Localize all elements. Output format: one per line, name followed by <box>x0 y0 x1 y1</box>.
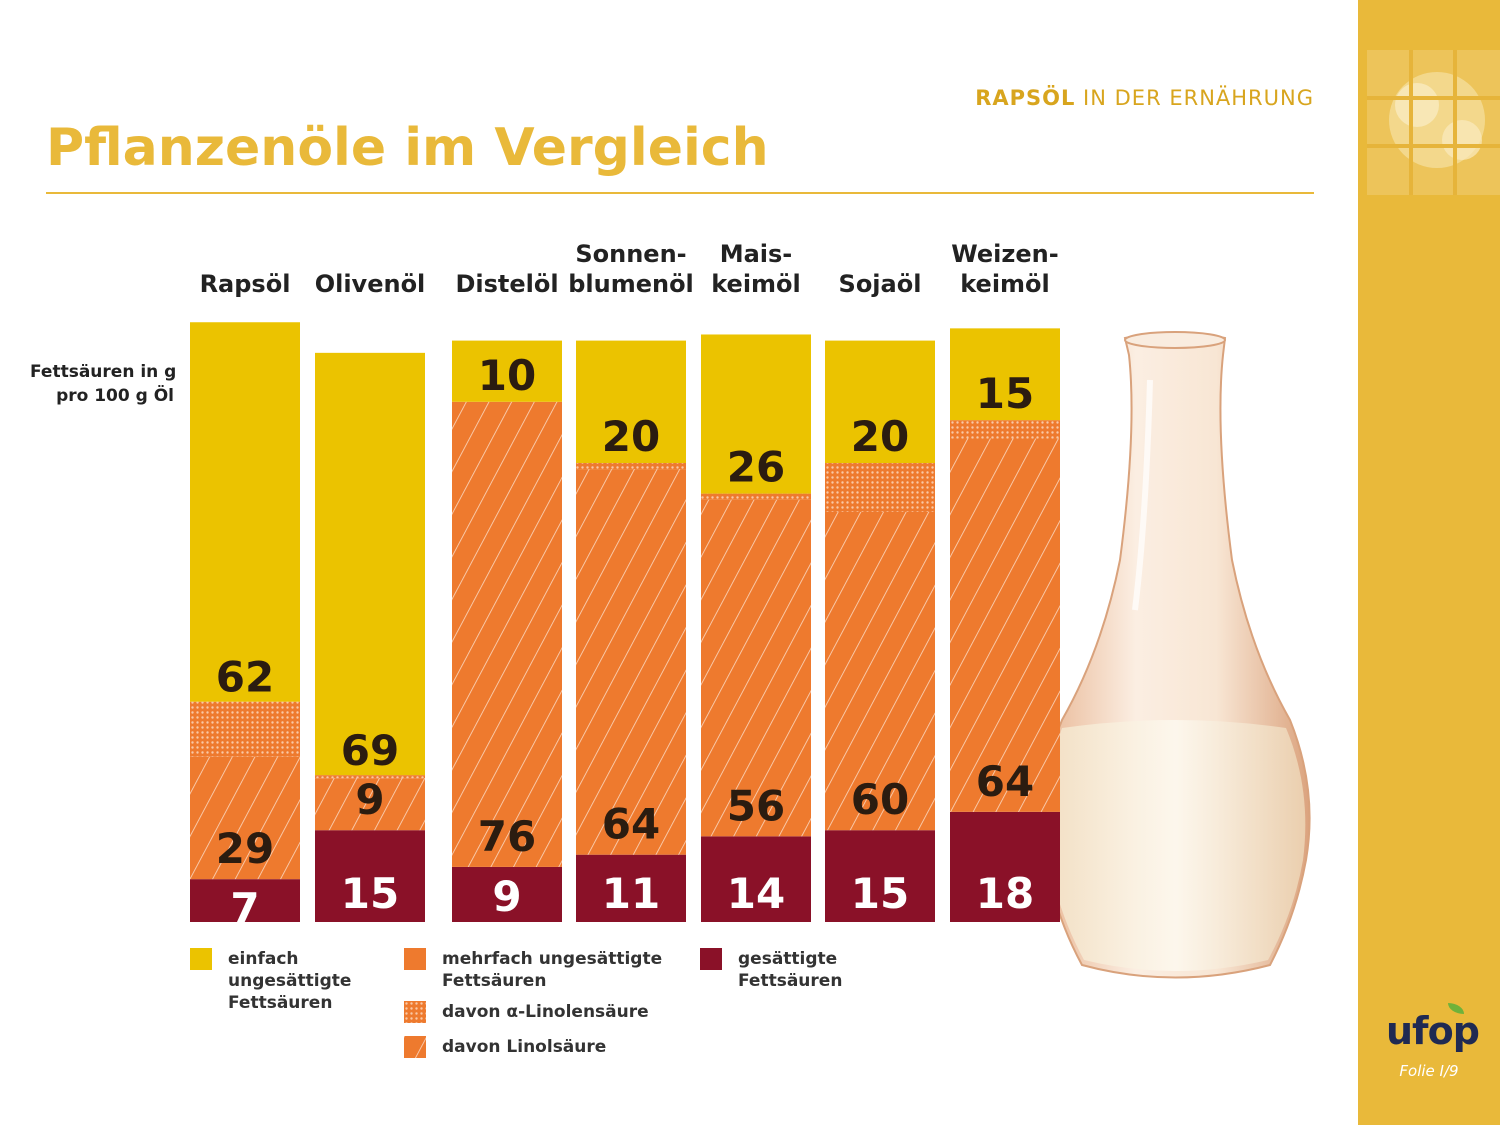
value-label-poly: 9 <box>355 775 384 824</box>
bar-segment-mono <box>315 352 425 776</box>
bar-segment-saturated <box>701 836 811 922</box>
bar-segment-linoleic <box>950 438 1060 812</box>
value-label-mono: 26 <box>727 443 785 492</box>
bar-segment-mono <box>825 340 935 463</box>
slide-number: Folie I/9 <box>1399 1062 1459 1080</box>
value-label-saturated: 9 <box>492 872 521 921</box>
carafe-illustration <box>1041 331 1311 979</box>
bar-segment-linoleic <box>576 469 686 855</box>
ufop-logo: ufop <box>1382 1003 1482 1063</box>
legend-label-saturated: gesättigte Fettsäuren <box>738 949 843 991</box>
value-label-mono: 69 <box>341 726 399 775</box>
category-label-line1: Sonnen- <box>575 240 686 268</box>
category-label: Olivenöl <box>315 270 426 298</box>
value-label-saturated: 15 <box>851 869 909 918</box>
bar-segment-saturated <box>190 879 300 922</box>
logo-leaf-icon <box>1448 1003 1464 1014</box>
y-axis-label: Fettsäuren in g pro 100 g Öl <box>30 362 177 406</box>
legend-swatch-alpha-linolenic <box>404 1001 426 1023</box>
legend-label-alpha-linolenic: davon α-Linolensäure <box>442 1002 649 1022</box>
bar-segment-mono <box>701 334 811 494</box>
flower-window-decoration <box>1367 50 1500 195</box>
bar-segment-linoleic <box>315 778 425 831</box>
category-label: Sojaöl <box>839 270 922 298</box>
bar-segment-alpha_linolenic <box>950 420 1060 439</box>
legend-label-poly: mehrfach ungesättigte Fettsäuren <box>442 949 663 991</box>
category-label-line1: Weizen- <box>951 240 1058 268</box>
bar-segment-mono <box>452 340 562 402</box>
bar-segment-alpha_linolenic <box>825 463 935 512</box>
bar-segment-mono <box>576 340 686 463</box>
legend-label-mono: einfach ungesättigte Fettsäuren <box>228 949 352 1013</box>
category-label: blumenöl <box>568 270 694 298</box>
bar-segment-linoleic <box>701 499 811 837</box>
value-label-mono: 20 <box>851 412 909 461</box>
bar-segment-saturated <box>950 811 1060 922</box>
value-label-mono: 20 <box>602 412 660 461</box>
bar-segment-saturated <box>452 866 562 922</box>
category-label: keimöl <box>711 270 801 298</box>
bar-segment-alpha_linolenic <box>190 701 300 757</box>
bar-segment-saturated <box>315 830 425 922</box>
bar-segment-linoleic <box>452 401 562 867</box>
bar-segment-alpha_linolenic <box>701 493 811 500</box>
legend-label-linoleic: davon Linolsäure <box>442 1037 607 1057</box>
value-label-poly: 29 <box>216 824 274 873</box>
bar-segment-alpha_linolenic <box>576 463 686 470</box>
legend-swatch-linoleic <box>404 1036 426 1058</box>
bar-segment-linoleic <box>190 756 300 880</box>
category-label: Rapsöl <box>200 270 291 298</box>
value-label-saturated: 18 <box>976 869 1034 918</box>
header-kicker: RAPSÖL IN DER ERNÄHRUNG <box>975 86 1314 110</box>
page-title: Pflanzenöle im Vergleich <box>46 118 769 178</box>
legend-swatch-mono <box>190 948 212 970</box>
category-label: keimöl <box>960 270 1050 298</box>
bar-segment-mono <box>190 322 300 702</box>
bar-segment-mono <box>950 328 1060 421</box>
value-label-mono: 62 <box>216 653 274 702</box>
bar-segment-alpha_linolenic <box>315 775 425 779</box>
bar-segment-saturated <box>576 854 686 922</box>
legend-swatch-poly <box>404 948 426 970</box>
category-label-line1: Mais- <box>720 240 793 268</box>
value-label-saturated: 7 <box>230 884 259 933</box>
value-label-mono: 15 <box>976 369 1034 418</box>
value-label-poly: 60 <box>851 775 909 824</box>
value-label-poly: 56 <box>727 781 785 830</box>
value-label-saturated: 11 <box>602 869 660 918</box>
legend-swatch-saturated <box>700 948 722 970</box>
value-label-poly: 64 <box>976 757 1034 806</box>
bar-segment-saturated <box>825 830 935 922</box>
value-label-poly: 76 <box>478 812 536 861</box>
category-label: Distelöl <box>455 270 558 298</box>
value-label-poly: 64 <box>602 800 660 849</box>
value-label-mono: 10 <box>478 351 536 400</box>
title-divider <box>46 192 1314 194</box>
value-label-saturated: 14 <box>727 869 785 918</box>
value-label-saturated: 15 <box>341 869 399 918</box>
bar-segment-linoleic <box>825 511 935 831</box>
